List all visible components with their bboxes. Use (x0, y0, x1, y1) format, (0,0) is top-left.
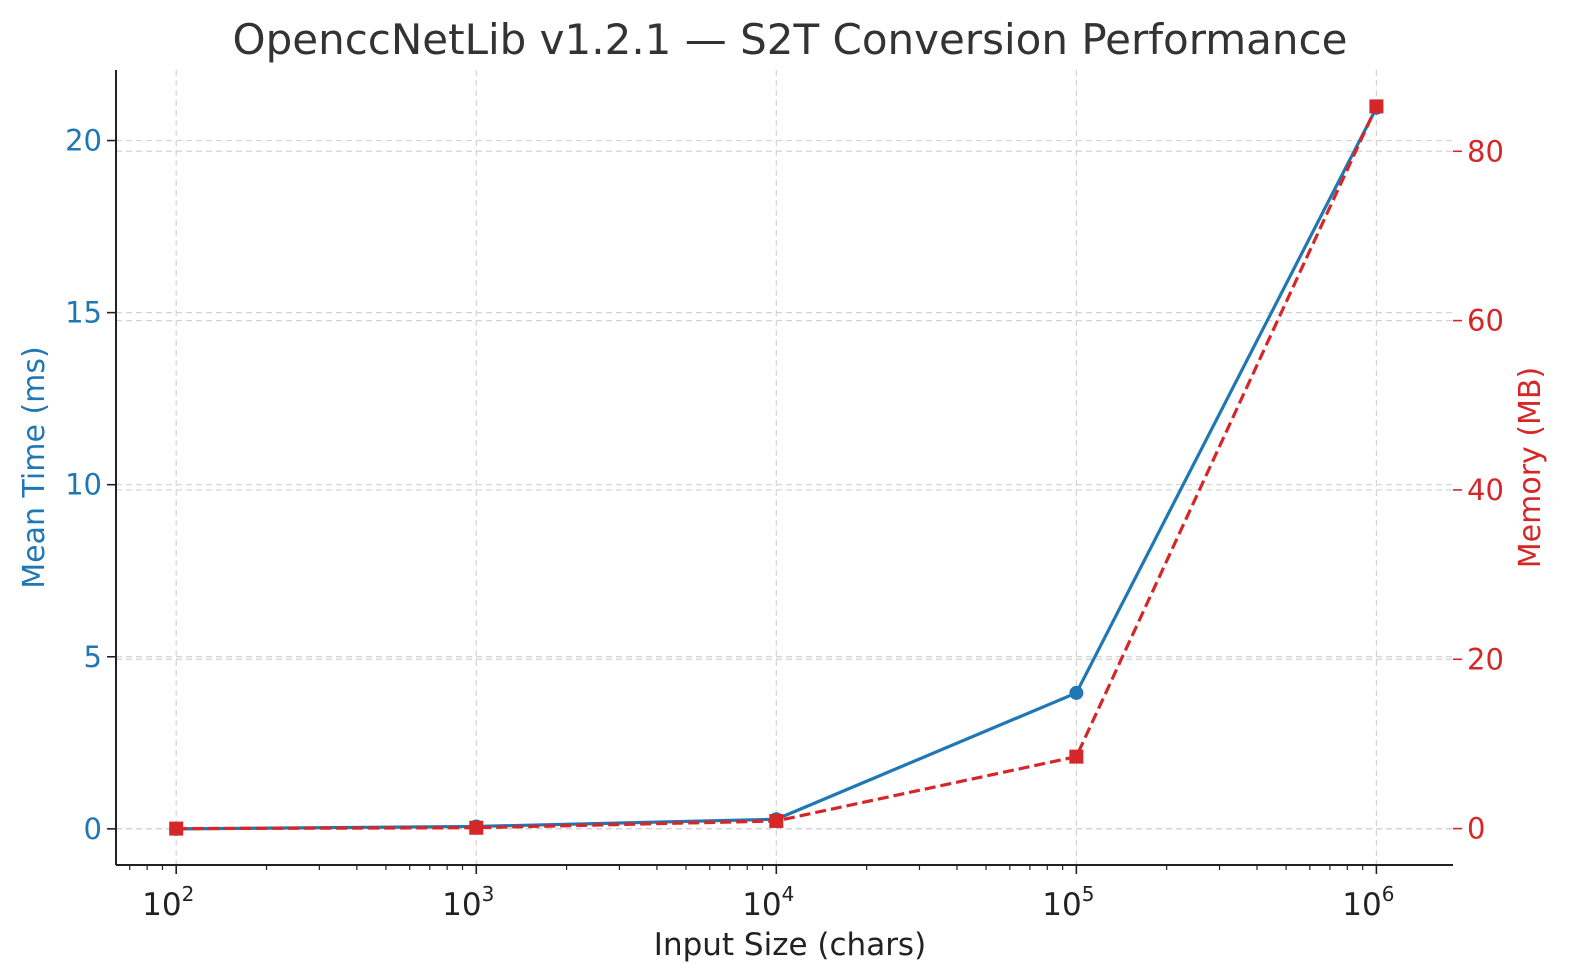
y-axis-left-label: Mean Time (ms) (17, 346, 52, 589)
x-tick-label: 106 (1342, 882, 1394, 923)
y-right-tick-label: 80 (1467, 134, 1504, 168)
series-right-point (469, 820, 484, 835)
x-axis-label: Input Size (chars) (654, 927, 926, 963)
x-tick-label: 102 (142, 882, 194, 923)
axes-layer: 102 103 104 105 106 0 5 10 15 20 0 20 40 60 80 (65, 70, 1504, 923)
y-right-tick-label: 40 (1467, 473, 1504, 507)
series-right-point (769, 813, 784, 828)
grid-layer (116, 70, 1453, 865)
y-left-tick-label: 10 (65, 468, 102, 502)
y-right-tick-label: 0 (1467, 812, 1485, 846)
y-left-tick-label: 15 (65, 296, 102, 330)
y-right-tick-label: 60 (1467, 304, 1504, 338)
series-right-point (1069, 749, 1084, 764)
y-left-tick-label: 5 (84, 640, 102, 674)
x-tick-label: 103 (442, 882, 494, 923)
y-left-tick-label: 0 (84, 812, 102, 846)
x-tick-label: 105 (1042, 882, 1094, 923)
series-left-point (1069, 685, 1084, 700)
y-right-tick-label: 20 (1467, 642, 1504, 676)
y-left-tick-label: 20 (65, 124, 102, 158)
y-axis-right-label: Memory (MB) (1513, 367, 1548, 568)
series-layer (169, 99, 1384, 836)
x-tick-label: 104 (742, 882, 794, 923)
series-right-point (1369, 99, 1384, 114)
series-right-point (169, 821, 184, 836)
chart-title: OpenccNetLib v1.2.1 — S2T Conversion Per… (233, 15, 1348, 64)
